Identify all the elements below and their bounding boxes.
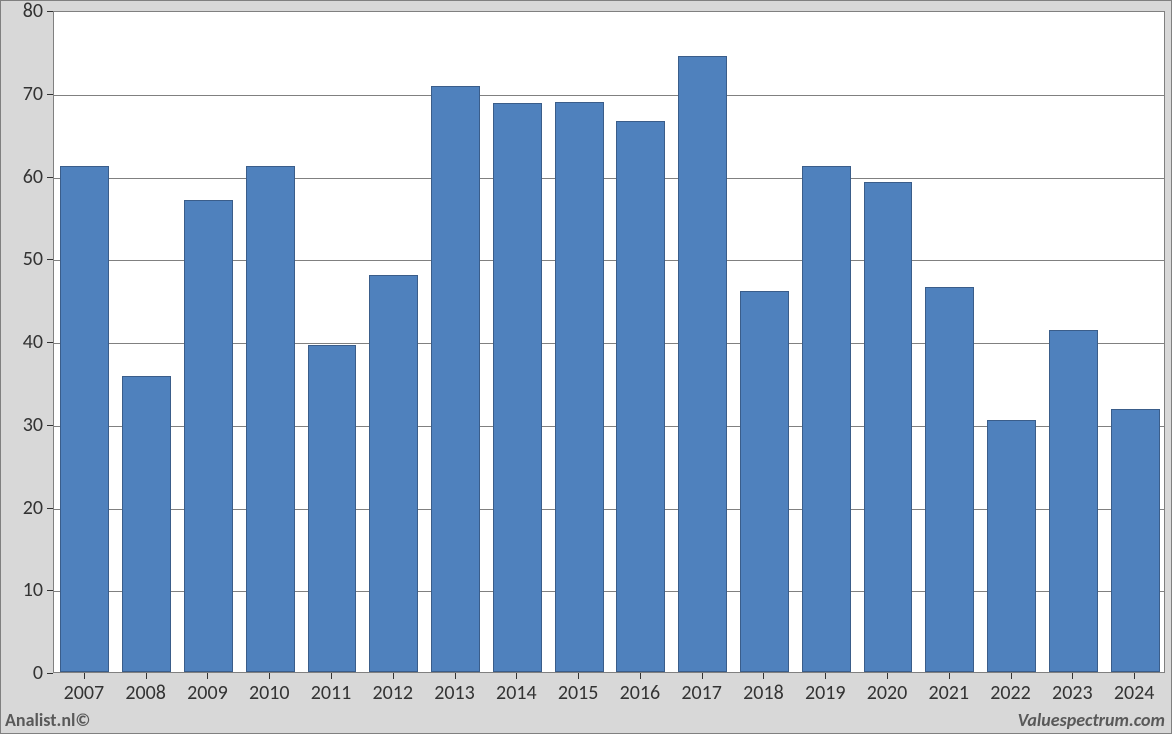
y-tick xyxy=(47,259,53,260)
bar xyxy=(246,166,295,672)
y-tick-label: 0 xyxy=(3,661,43,685)
x-tick xyxy=(949,673,950,679)
x-tick-label: 2018 xyxy=(743,681,784,705)
y-tick xyxy=(47,508,53,509)
bar xyxy=(555,102,604,672)
bar xyxy=(740,291,789,672)
bar xyxy=(802,166,851,672)
x-tick xyxy=(146,673,147,679)
y-tick-label: 50 xyxy=(3,247,43,271)
x-tick-label: 2010 xyxy=(249,681,290,705)
bar xyxy=(1049,330,1098,672)
y-tick xyxy=(47,673,53,674)
y-tick xyxy=(47,590,53,591)
bar xyxy=(493,103,542,672)
bar xyxy=(431,86,480,672)
x-tick xyxy=(887,673,888,679)
x-tick-label: 2016 xyxy=(620,681,661,705)
bar xyxy=(1111,409,1160,672)
x-tick xyxy=(1011,673,1012,679)
x-tick xyxy=(331,673,332,679)
bar xyxy=(925,287,974,672)
footer-right-credit: Valuespectrum.com xyxy=(1018,709,1165,731)
x-tick xyxy=(1072,673,1073,679)
bar xyxy=(184,200,233,672)
bar xyxy=(678,56,727,672)
x-tick-label: 2015 xyxy=(558,681,599,705)
y-tick xyxy=(47,11,53,12)
x-tick-label: 2024 xyxy=(1114,681,1155,705)
x-tick xyxy=(84,673,85,679)
y-tick xyxy=(47,342,53,343)
x-tick-label: 2020 xyxy=(867,681,908,705)
y-tick xyxy=(47,177,53,178)
x-tick-label: 2017 xyxy=(681,681,722,705)
y-tick-label: 30 xyxy=(3,413,43,437)
y-tick-label: 10 xyxy=(3,578,43,602)
x-tick-label: 2009 xyxy=(187,681,228,705)
chart-frame: 0 10 20 30 40 50 60 70 80 2007 2008 2009 2010 2011 20… xyxy=(0,0,1172,734)
gridline xyxy=(54,178,1164,179)
x-tick-label: 2008 xyxy=(125,681,166,705)
x-tick xyxy=(825,673,826,679)
y-tick xyxy=(47,425,53,426)
gridline xyxy=(54,95,1164,96)
bar xyxy=(369,275,418,672)
x-tick xyxy=(702,673,703,679)
x-tick xyxy=(269,673,270,679)
x-tick-label: 2022 xyxy=(990,681,1031,705)
y-tick-label: 20 xyxy=(3,496,43,520)
x-tick xyxy=(763,673,764,679)
footer-left-credit: Analist.nl© xyxy=(5,709,90,731)
y-tick xyxy=(47,94,53,95)
x-tick-label: 2007 xyxy=(64,681,105,705)
y-tick-label: 70 xyxy=(3,82,43,106)
x-tick xyxy=(207,673,208,679)
y-tick-label: 60 xyxy=(3,165,43,189)
x-tick xyxy=(1134,673,1135,679)
x-tick-label: 2019 xyxy=(805,681,846,705)
x-tick-label: 2013 xyxy=(434,681,475,705)
bar xyxy=(308,345,357,672)
bar xyxy=(616,121,665,672)
bar xyxy=(122,376,171,672)
x-tick xyxy=(455,673,456,679)
y-tick-label: 80 xyxy=(3,0,43,23)
x-tick-label: 2011 xyxy=(311,681,352,705)
x-tick-label: 2021 xyxy=(928,681,969,705)
x-tick xyxy=(578,673,579,679)
y-tick-label: 40 xyxy=(3,330,43,354)
bar xyxy=(987,420,1036,672)
bar xyxy=(864,182,913,672)
plot-area xyxy=(53,11,1165,673)
bar xyxy=(60,166,109,672)
x-tick xyxy=(393,673,394,679)
x-tick-label: 2014 xyxy=(496,681,537,705)
x-tick-label: 2012 xyxy=(372,681,413,705)
x-tick xyxy=(640,673,641,679)
x-tick xyxy=(516,673,517,679)
x-tick-label: 2023 xyxy=(1052,681,1093,705)
